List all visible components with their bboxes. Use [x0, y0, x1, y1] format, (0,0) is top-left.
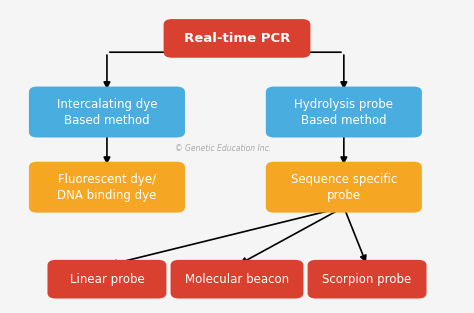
FancyBboxPatch shape — [47, 260, 166, 299]
Text: Molecular beacon: Molecular beacon — [185, 273, 289, 286]
FancyBboxPatch shape — [164, 19, 310, 58]
Text: © Genetic Education Inc.: © Genetic Education Inc. — [175, 144, 271, 153]
FancyBboxPatch shape — [266, 162, 422, 213]
FancyBboxPatch shape — [29, 162, 185, 213]
Text: Linear probe: Linear probe — [70, 273, 144, 286]
Text: Sequence specific
probe: Sequence specific probe — [291, 173, 397, 202]
FancyBboxPatch shape — [266, 87, 422, 137]
FancyBboxPatch shape — [29, 87, 185, 137]
Text: Intercalating dye
Based method: Intercalating dye Based method — [57, 98, 157, 126]
FancyBboxPatch shape — [171, 260, 303, 299]
Text: Hydrolysis probe
Based method: Hydrolysis probe Based method — [294, 98, 393, 126]
Text: Scorpion probe: Scorpion probe — [322, 273, 412, 286]
Text: Fluorescent dye/
DNA binding dye: Fluorescent dye/ DNA binding dye — [57, 173, 156, 202]
FancyBboxPatch shape — [308, 260, 427, 299]
Text: Real-time PCR: Real-time PCR — [184, 32, 290, 45]
